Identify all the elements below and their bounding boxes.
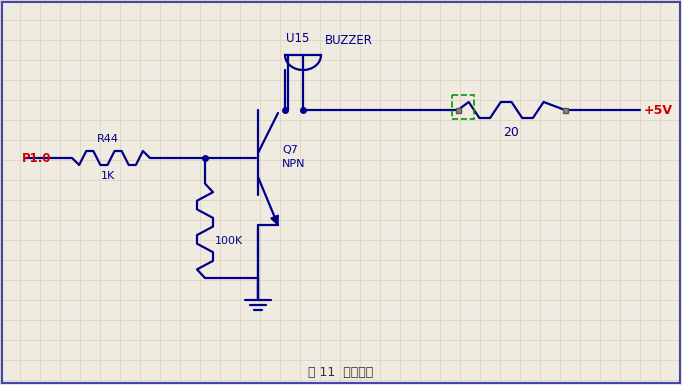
- Text: 图 11  报警电路: 图 11 报警电路: [308, 367, 374, 380]
- Text: 20: 20: [503, 126, 520, 139]
- Text: R44: R44: [96, 134, 119, 144]
- Text: P1.0: P1.0: [22, 152, 52, 164]
- Text: +5V: +5V: [644, 104, 673, 117]
- Text: U15: U15: [286, 32, 310, 45]
- Text: NPN: NPN: [282, 159, 306, 169]
- Text: 100K: 100K: [215, 236, 243, 246]
- Bar: [456, 107, 460, 112]
- Bar: [452, 95, 474, 119]
- Text: BUZZER: BUZZER: [325, 34, 373, 47]
- Bar: [563, 107, 567, 112]
- Text: 1K: 1K: [100, 171, 115, 181]
- Polygon shape: [271, 215, 278, 225]
- Text: Q7: Q7: [282, 145, 298, 155]
